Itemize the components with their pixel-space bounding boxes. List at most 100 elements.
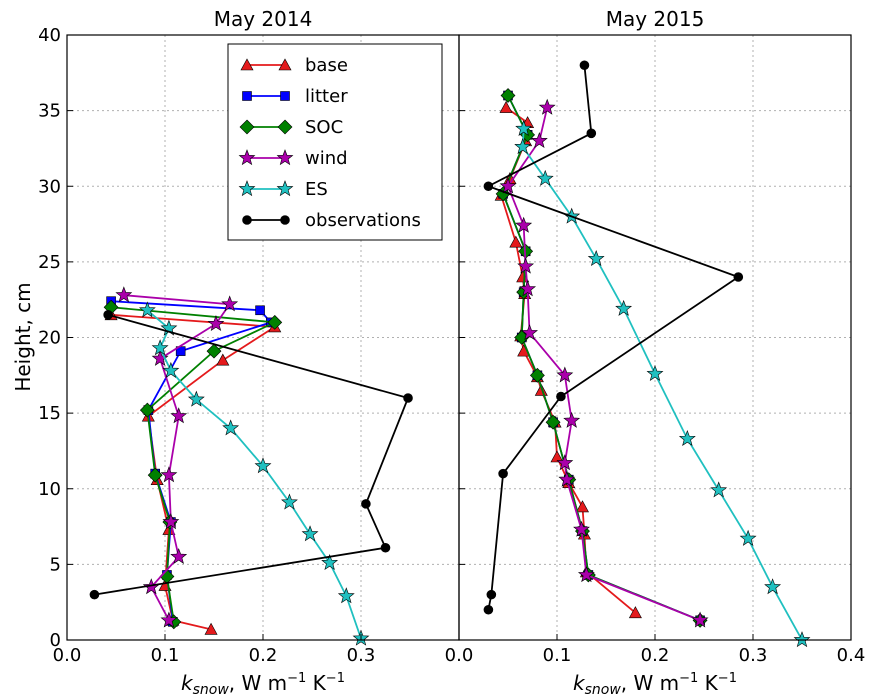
legend-box bbox=[227, 43, 443, 241]
data-point-wind bbox=[162, 513, 180, 530]
x-tick-labels: 0.0 0.1 0.2 0.3 0.4 bbox=[445, 634, 866, 666]
y-tick-label: 5 bbox=[50, 554, 61, 575]
series-layer bbox=[89, 286, 413, 646]
data-point-wind bbox=[499, 177, 517, 194]
data-point-observations bbox=[556, 391, 566, 402]
data-point-observations bbox=[498, 468, 508, 479]
series-base bbox=[494, 100, 642, 619]
data-point-ES bbox=[710, 481, 728, 498]
data-point-SOC bbox=[147, 467, 163, 483]
series-observations bbox=[483, 60, 744, 615]
data-point-SOC bbox=[206, 343, 222, 359]
legend-marker bbox=[238, 180, 256, 197]
y-tick-label: 40 bbox=[38, 25, 61, 46]
legend-entry-SOC: SOC bbox=[239, 117, 343, 138]
data-point-ES bbox=[515, 119, 533, 136]
panel-title: May 2014 bbox=[214, 7, 313, 31]
data-point-observations bbox=[579, 60, 590, 71]
x-tick-label: 0.1 bbox=[543, 645, 572, 666]
data-point-SOC bbox=[267, 314, 283, 330]
data-point-ES bbox=[254, 457, 272, 474]
legend-marker bbox=[280, 215, 290, 225]
series-SOC bbox=[495, 88, 708, 628]
y-tick-label: 30 bbox=[38, 176, 61, 197]
data-point-wind bbox=[556, 366, 574, 383]
x-tick-label: 0.3 bbox=[347, 645, 376, 666]
data-point-wind bbox=[170, 407, 188, 424]
y-tick-label: 0 bbox=[50, 630, 61, 651]
x-axis-label-rest: , W m bbox=[229, 671, 287, 695]
data-point-observations bbox=[361, 499, 371, 509]
data-point-ES bbox=[337, 587, 355, 604]
legend-entry-base: base bbox=[240, 55, 348, 76]
data-point-observations bbox=[483, 604, 494, 615]
series-ES bbox=[138, 301, 370, 646]
data-point-wind bbox=[573, 520, 590, 537]
legend-marker bbox=[280, 91, 290, 101]
legend-marker bbox=[242, 215, 252, 225]
legend-label: ES bbox=[305, 179, 328, 200]
series-line-wind bbox=[123, 294, 232, 621]
x-tick-label: 0.2 bbox=[249, 645, 278, 666]
data-point-ES bbox=[536, 169, 554, 186]
data-point-observations bbox=[586, 128, 597, 139]
x-axis-label-sub: snow bbox=[585, 682, 622, 698]
data-point-wind bbox=[515, 216, 533, 233]
series-litter bbox=[106, 296, 276, 627]
series-layer bbox=[483, 60, 811, 648]
x-axis-label-rest: , W m bbox=[621, 671, 679, 695]
series-line-SOC bbox=[502, 95, 701, 622]
data-point-ES bbox=[764, 578, 782, 595]
panel-may-2014: 0.0 0.1 0.2 0.3 0 5 10 15 20 25 30 35 40 May 2014 k… bbox=[38, 7, 460, 698]
legend-entry-ES: ES bbox=[238, 179, 328, 200]
data-point-observations bbox=[733, 272, 744, 282]
data-point-ES bbox=[739, 529, 757, 546]
x-axis-label-k-unit: K bbox=[698, 671, 718, 695]
y-tick-label: 25 bbox=[38, 252, 61, 273]
data-point-ES bbox=[587, 249, 605, 267]
legend-marker bbox=[242, 91, 252, 101]
series-wind bbox=[499, 98, 709, 628]
data-point-SOC bbox=[500, 88, 516, 103]
legend-label: observations bbox=[305, 210, 421, 231]
x-axis-label: ksnow, W m−1 K−1 bbox=[181, 671, 345, 698]
series-observations bbox=[89, 310, 413, 600]
data-point-base bbox=[534, 383, 548, 396]
legend-marker bbox=[276, 149, 294, 166]
legend-marker bbox=[277, 119, 293, 135]
data-point-wind bbox=[577, 566, 595, 583]
data-point-observations bbox=[89, 589, 100, 600]
y-tick-label: 15 bbox=[38, 403, 61, 424]
data-point-ES bbox=[162, 361, 180, 378]
series-line-SOC bbox=[111, 306, 279, 622]
series-line-observations bbox=[486, 65, 741, 610]
data-point-observations bbox=[403, 393, 413, 403]
legend-marker bbox=[240, 58, 254, 71]
x-axis-label-k-unit: K bbox=[306, 671, 326, 695]
data-point-ES bbox=[281, 493, 298, 510]
data-point-wind bbox=[558, 470, 576, 487]
data-point-wind bbox=[530, 132, 548, 149]
legend-label: SOC bbox=[305, 117, 343, 138]
x-axis-label-sup1: −1 bbox=[679, 671, 698, 686]
data-point-observations bbox=[103, 310, 113, 320]
x-tick-label: 0.4 bbox=[837, 645, 866, 666]
x-axis-label-sup1: −1 bbox=[287, 671, 306, 686]
data-point-base bbox=[499, 100, 513, 113]
data-point-wind bbox=[691, 611, 709, 628]
series-line-litter bbox=[502, 95, 701, 622]
series-line-litter bbox=[111, 300, 273, 622]
data-point-wind bbox=[517, 257, 535, 274]
legend-marker bbox=[239, 119, 255, 135]
data-point-ES bbox=[321, 554, 339, 571]
data-point-ES bbox=[514, 138, 532, 155]
series-line-base bbox=[111, 313, 278, 631]
y-axis-label: Height, cm bbox=[11, 282, 35, 391]
data-point-wind bbox=[170, 547, 188, 564]
x-axis-label: ksnow, W m−1 K−1 bbox=[573, 671, 737, 698]
legend-entry-wind: wind bbox=[238, 148, 348, 169]
data-point-litter bbox=[255, 305, 265, 316]
data-point-ES bbox=[301, 525, 319, 542]
data-point-wind bbox=[151, 349, 169, 366]
